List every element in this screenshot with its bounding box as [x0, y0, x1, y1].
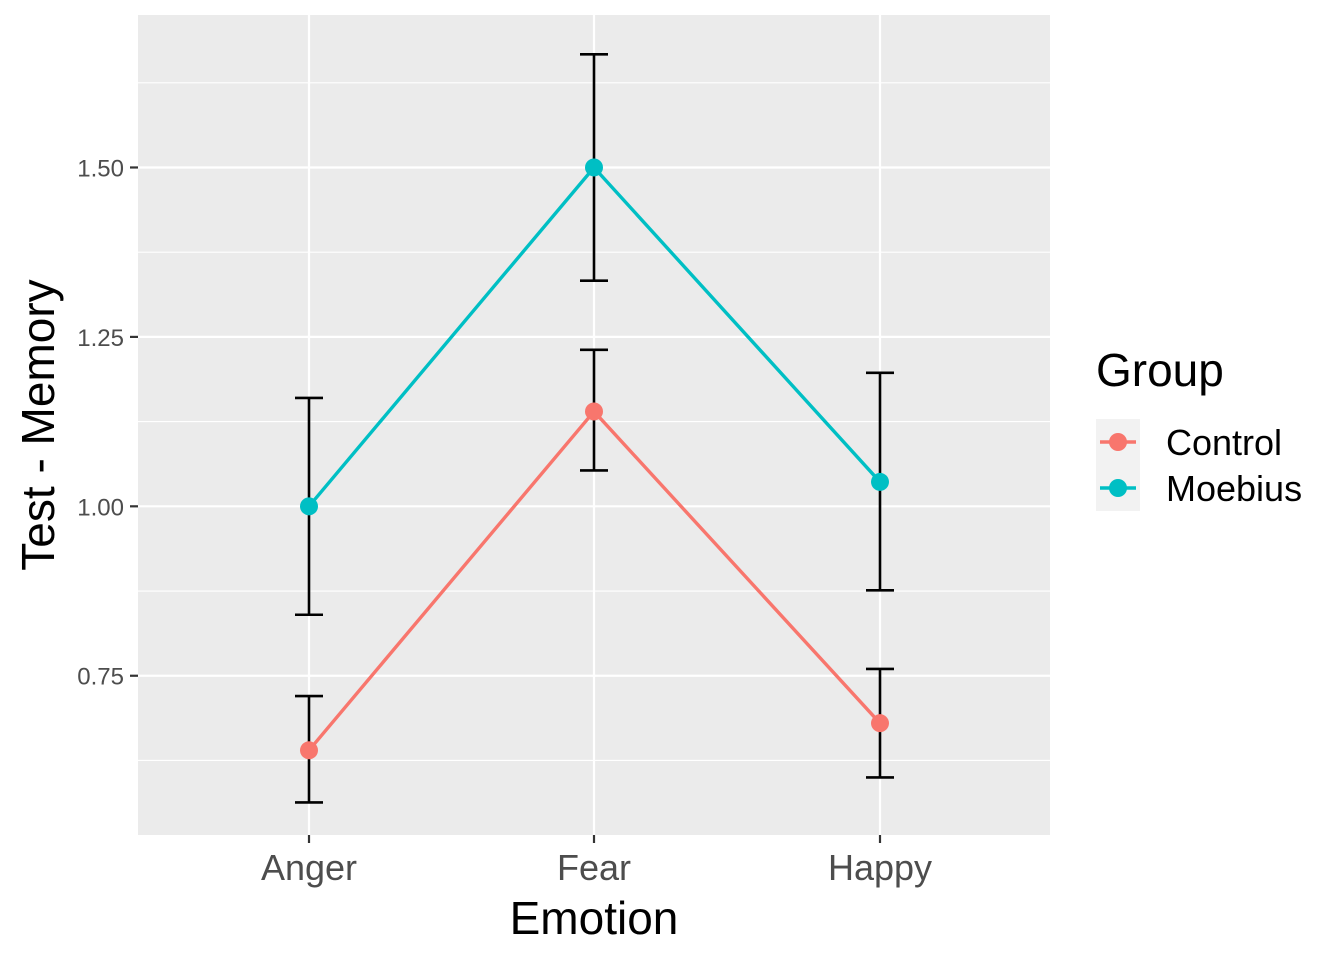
y-tick-label: 1.25	[77, 325, 124, 352]
y-tick-label: 1.50	[77, 155, 124, 182]
point-control-happy	[871, 714, 889, 733]
data-points	[300, 158, 889, 760]
y-axis-title: Test - Memory	[12, 279, 64, 570]
legend-label: Moebius	[1166, 468, 1302, 509]
legend-key-point	[1109, 433, 1127, 451]
y-tick-label: 1.00	[77, 494, 124, 521]
x-tick-label-fear: Fear	[557, 847, 631, 888]
legend-key-point	[1109, 479, 1127, 497]
legend-entry-moebius: Moebius	[1096, 465, 1302, 511]
point-control-fear	[585, 402, 603, 421]
point-moebius-happy	[871, 472, 889, 491]
legend-label: Control	[1166, 422, 1282, 463]
point-moebius-anger	[300, 497, 318, 516]
point-moebius-fear	[585, 158, 603, 177]
x-axis: Anger Fear Happy	[261, 835, 932, 888]
point-control-anger	[300, 741, 318, 760]
x-tick-label-anger: Anger	[261, 847, 357, 888]
legend-title: Group	[1096, 344, 1224, 396]
x-axis-title: Emotion	[510, 892, 679, 944]
legend-entry-control: Control	[1096, 419, 1282, 465]
legend: Group Control Moebius	[1096, 344, 1302, 511]
y-axis: 0.75 1.00 1.25 1.50	[77, 155, 138, 691]
x-tick-label-happy: Happy	[828, 847, 932, 888]
y-tick-label: 0.75	[77, 664, 124, 691]
